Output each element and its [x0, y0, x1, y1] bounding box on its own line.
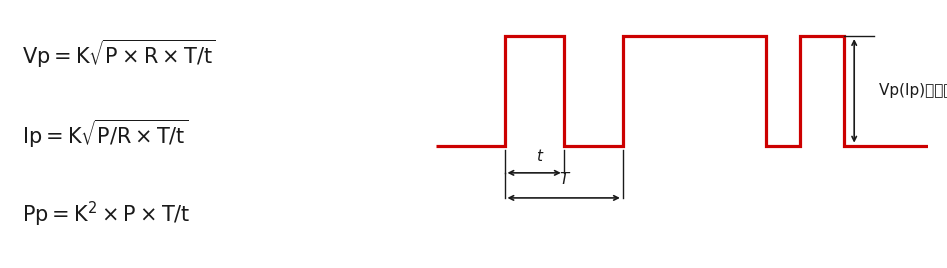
Text: $\mathsf{Pp = K^2 \times P \times T/t}$: $\mathsf{Pp = K^2 \times P \times T/t}$: [22, 200, 190, 229]
Text: t: t: [536, 149, 542, 164]
Text: $\mathsf{Vp = K\sqrt{P \times R \times T/t}}$: $\mathsf{Vp = K\sqrt{P \times R \times T…: [22, 38, 216, 70]
Text: Vp(Ip)または Pp: Vp(Ip)または Pp: [879, 83, 947, 98]
Text: T: T: [559, 172, 568, 187]
Text: $\mathsf{Ip = K\sqrt{P/R \times T/t}}$: $\mathsf{Ip = K\sqrt{P/R \times T/t}}$: [22, 118, 188, 150]
